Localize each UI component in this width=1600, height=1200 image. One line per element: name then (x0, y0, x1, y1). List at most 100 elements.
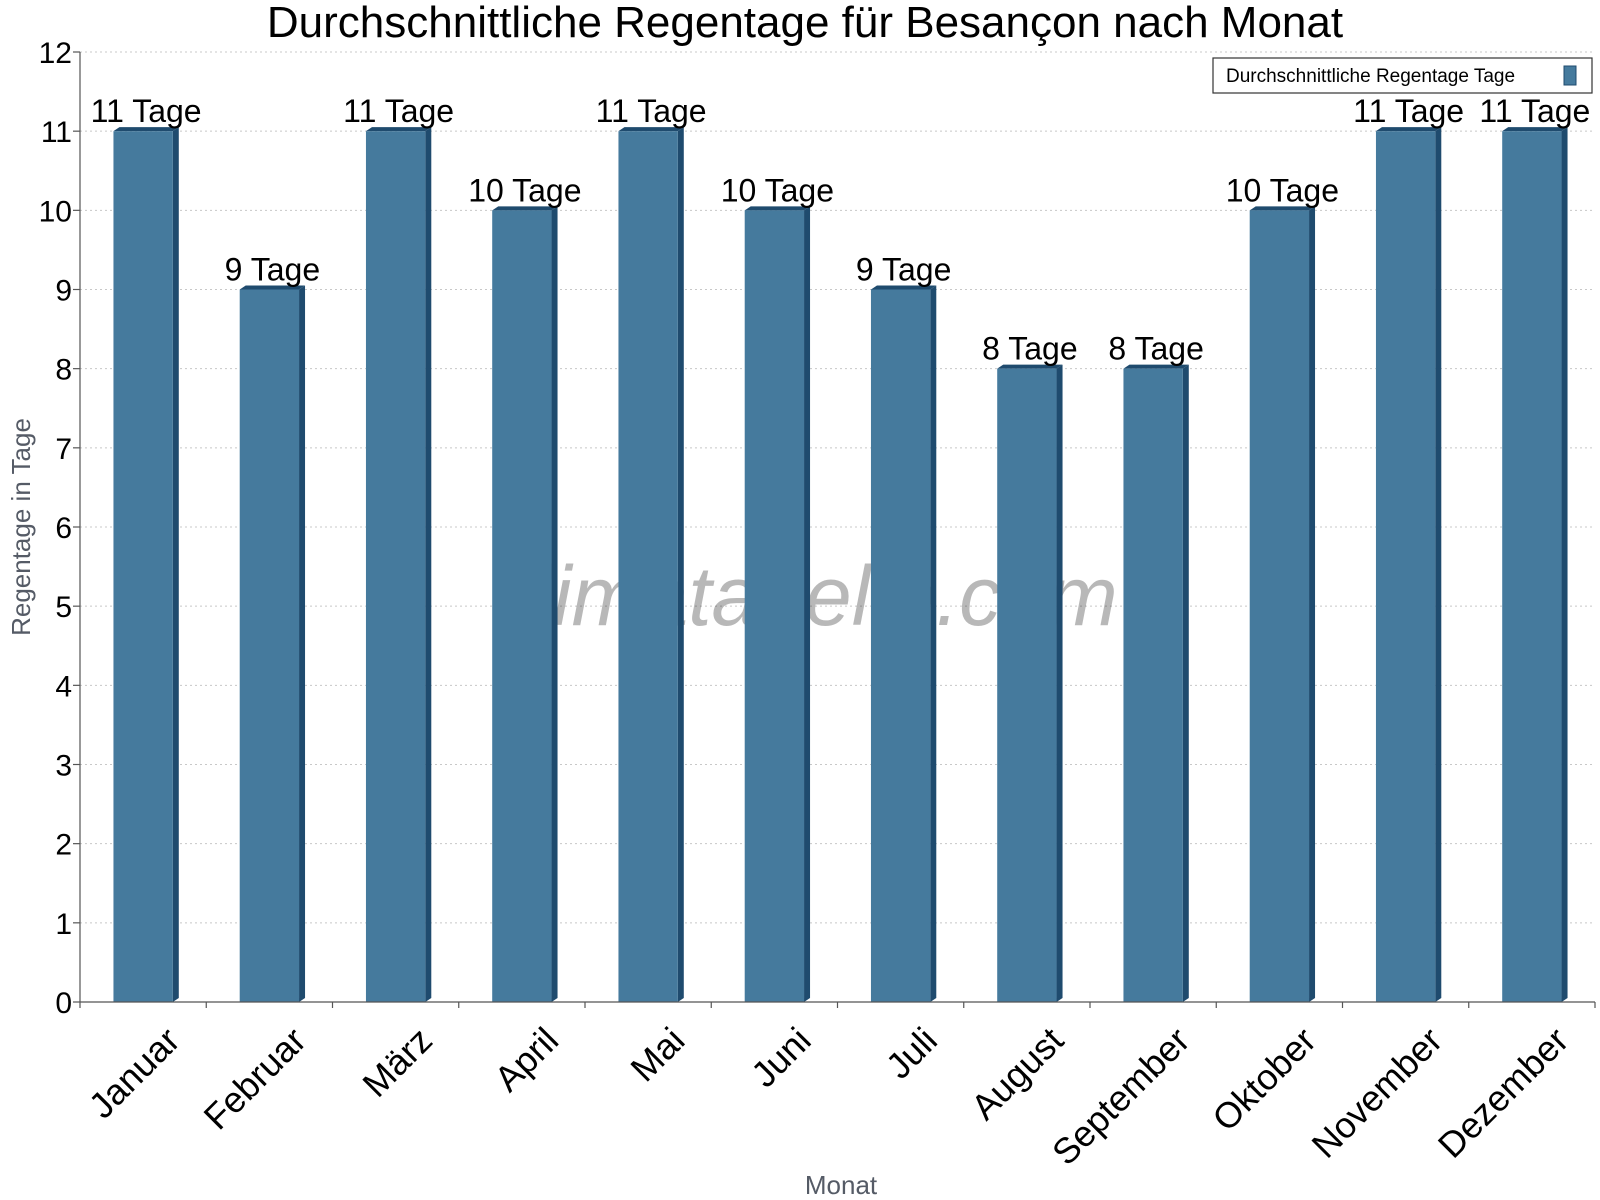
y-tick-label: 7 (55, 433, 72, 466)
x-axis-title: Monat (805, 1170, 878, 1200)
x-category-label: Juni (743, 1019, 819, 1095)
bar-face (870, 289, 931, 1002)
bar-top (492, 206, 558, 211)
bar-4 (492, 206, 558, 1003)
bar-top (997, 364, 1063, 369)
data-label: 11 Tage (1353, 93, 1464, 129)
legend-label: Durchschnittliche Regentage Tage (1226, 66, 1515, 87)
y-tick-label: 9 (55, 275, 72, 308)
bar-side (299, 285, 306, 1002)
bar-side (1182, 364, 1189, 1003)
bar-top (870, 285, 937, 290)
x-category-label: Januar (81, 1019, 188, 1126)
bar-side (1435, 127, 1442, 1002)
bar-top (1502, 127, 1568, 132)
bar-side (172, 127, 179, 1002)
data-label: 10 Tage (468, 172, 581, 208)
y-axis-title: Regentage in Tage (6, 418, 36, 636)
y-tick-label: 4 (55, 670, 72, 703)
x-category-label: August (963, 1019, 1071, 1127)
bar-face (1123, 368, 1183, 1003)
legend: Durchschnittliche Regentage Tage (1212, 57, 1593, 94)
x-category-label: November (1304, 1019, 1450, 1165)
y-tick-label: 8 (55, 354, 72, 387)
bar-side (1056, 364, 1063, 1003)
bar-side (930, 285, 937, 1002)
y-tick-label: 10 (39, 195, 72, 228)
y-tick-label: 5 (55, 591, 72, 624)
data-label: 11 Tage (596, 93, 707, 129)
bar-2 (239, 285, 306, 1002)
x-category-label: Februar (196, 1019, 314, 1137)
bars (113, 127, 1568, 1003)
bar-top (1123, 364, 1189, 369)
data-label: 8 Tage (982, 331, 1078, 367)
bar-top (239, 285, 306, 290)
y-tick-label: 2 (55, 829, 72, 862)
x-axis-ticks: Januar Februar März April Mai Juni Juli AugustS… (79, 1002, 1596, 1173)
bar-face (997, 368, 1057, 1003)
bar-3 (365, 127, 432, 1002)
legend-box (1212, 57, 1593, 94)
x-category-label: April (486, 1019, 566, 1099)
bar-top (365, 127, 432, 132)
bar-side (1309, 206, 1316, 1003)
y-tick-label: 1 (55, 908, 72, 941)
bar-face (1249, 210, 1310, 1003)
data-label: 8 Tage (1108, 331, 1204, 367)
x-category-label: Dezember (1430, 1019, 1576, 1165)
bar-face (744, 210, 805, 1003)
bar-top (1249, 206, 1316, 211)
data-labels: 11 Tage 9 Tage 11 Tage 10 Tage 11 Tage 10 Tag… (91, 93, 1591, 367)
bar-side (1561, 127, 1568, 1002)
data-label: 11 Tage (1479, 93, 1590, 129)
bar-top (1375, 127, 1442, 132)
bar-1 (113, 127, 179, 1002)
bar-11 (1375, 127, 1442, 1002)
legend-swatch (1563, 65, 1577, 86)
gridlines (80, 51, 1595, 924)
bar-face (113, 131, 173, 1002)
data-label: 11 Tage (91, 93, 202, 129)
bar-10 (1249, 206, 1316, 1003)
y-tick-label: 6 (55, 512, 72, 545)
bar-top (618, 127, 684, 132)
data-label: 10 Tage (1226, 172, 1339, 208)
x-category-label: September (1044, 1019, 1198, 1173)
x-category-label: Mai (622, 1019, 692, 1089)
chart-title: Durchschnittliche Regentage für Besançon… (267, 0, 1343, 47)
y-tick-label: 0 (55, 987, 72, 1020)
bar-face (1502, 131, 1562, 1002)
x-category-label: Oktober (1204, 1019, 1324, 1139)
x-category-label: März (354, 1019, 440, 1105)
data-label: 10 Tage (721, 172, 834, 208)
bar-7 (870, 285, 937, 1002)
data-label: 11 Tage (343, 93, 454, 129)
bar-12 (1502, 127, 1568, 1002)
bar-top (744, 206, 811, 211)
bar-8 (997, 364, 1063, 1003)
bar-side (425, 127, 432, 1002)
bar-side (677, 127, 684, 1002)
bar-5 (618, 127, 684, 1002)
bar-face (1375, 131, 1436, 1002)
data-label: 9 Tage (225, 252, 321, 288)
bar-side (804, 206, 811, 1003)
bar-face (239, 289, 300, 1002)
bar-9 (1123, 364, 1189, 1003)
data-label: 9 Tage (856, 252, 952, 288)
bar-face (492, 210, 552, 1003)
bar-6 (744, 206, 811, 1003)
y-tick-label: 12 (39, 37, 72, 70)
bar-side (551, 206, 558, 1003)
bar-top (113, 127, 179, 132)
y-tick-label: 3 (55, 750, 72, 783)
bar-face (365, 131, 426, 1002)
axes (79, 52, 1595, 1003)
bar-face (618, 131, 678, 1002)
x-category-label: Juli (878, 1019, 945, 1086)
y-tick-label: 11 (41, 116, 72, 149)
